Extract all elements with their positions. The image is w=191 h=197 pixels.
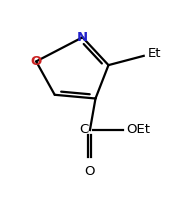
Text: O: O	[85, 165, 95, 178]
Text: OEt: OEt	[126, 123, 150, 136]
Text: Et: Et	[147, 47, 161, 60]
Text: C: C	[79, 123, 88, 136]
Text: N: N	[77, 31, 88, 44]
Text: O: O	[31, 55, 42, 68]
